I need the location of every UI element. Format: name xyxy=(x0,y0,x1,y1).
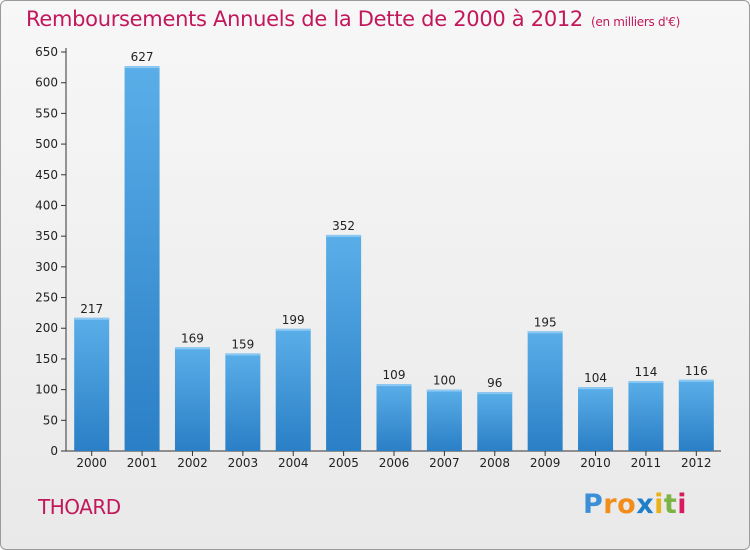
proxiti-logo: Proxiti xyxy=(583,489,687,520)
x-tick-label-2008: 2008 xyxy=(479,456,510,470)
labels: 217 627 169 159 199 352 109 100 96 195 104 114 116 xyxy=(80,50,708,390)
bar-2011 xyxy=(628,381,664,451)
y-tick-label: 450 xyxy=(35,168,58,182)
x-tick-label-2006: 2006 xyxy=(379,456,410,470)
bar-highlight xyxy=(376,384,412,387)
bar-highlight xyxy=(678,379,714,382)
y-tick-label: 500 xyxy=(35,137,58,151)
value-label-2007: 100 xyxy=(433,374,456,388)
value-label-2001: 627 xyxy=(131,50,154,64)
logo-letter: P xyxy=(583,489,604,520)
bar-2010 xyxy=(578,387,614,451)
logo-letter: o xyxy=(617,489,637,520)
value-label-2002: 169 xyxy=(181,331,204,345)
y-tick-label: 250 xyxy=(35,291,58,305)
x-tick-label-2000: 2000 xyxy=(76,456,107,470)
bar-2002 xyxy=(174,347,210,451)
y-tick-label: 350 xyxy=(35,229,58,243)
bar-2008 xyxy=(477,392,513,451)
bar-highlight xyxy=(225,353,261,356)
bar-2007 xyxy=(426,389,462,451)
value-label-2003: 159 xyxy=(231,337,254,351)
logo-letter: i xyxy=(677,489,688,520)
value-label-2011: 114 xyxy=(634,365,657,379)
axes: 0 50 100 150 200 250 300 350 400 450 500 550 600 650 2… xyxy=(35,45,721,470)
bar-2006 xyxy=(376,384,412,451)
value-label-2009: 195 xyxy=(534,315,557,329)
y-tick-label: 0 xyxy=(50,444,58,458)
bar-2004 xyxy=(275,328,311,451)
chart-title: Remboursements Annuels de la Dette de 20… xyxy=(26,7,680,31)
logo-letter: t xyxy=(663,489,678,520)
x-tick-label-2002: 2002 xyxy=(177,456,208,470)
y-tick-label: 550 xyxy=(35,106,58,120)
value-label-2005: 352 xyxy=(332,219,355,233)
place-name: THOARD xyxy=(38,495,121,519)
logo-letter: r xyxy=(603,489,618,520)
y-tick-label: 600 xyxy=(35,76,58,90)
bar-highlight xyxy=(74,317,110,320)
value-label-2004: 199 xyxy=(282,313,305,327)
bar-highlight xyxy=(124,66,160,69)
bar-2000 xyxy=(74,317,110,451)
bar-2003 xyxy=(225,353,261,451)
x-tick-label-2007: 2007 xyxy=(429,456,460,470)
bar-highlight xyxy=(326,234,362,237)
y-tick-label: 100 xyxy=(35,383,58,397)
bar-highlight xyxy=(527,331,563,334)
bars xyxy=(74,66,714,451)
y-tick-label: 300 xyxy=(35,260,58,274)
y-tick-label: 650 xyxy=(35,45,58,59)
x-tick-label-2011: 2011 xyxy=(631,456,662,470)
value-label-2010: 104 xyxy=(584,371,607,385)
y-tick-label: 150 xyxy=(35,352,58,366)
bar-2009 xyxy=(527,331,563,451)
bar-highlight xyxy=(628,381,664,384)
value-label-2008: 96 xyxy=(487,376,502,390)
logo-letter: x xyxy=(636,489,655,520)
x-tick-label-2003: 2003 xyxy=(228,456,259,470)
bar-highlight xyxy=(477,392,513,395)
x-tick-label-2009: 2009 xyxy=(530,456,561,470)
value-label-2012: 116 xyxy=(685,364,708,378)
bar-2001 xyxy=(124,66,160,451)
x-tick-label-2001: 2001 xyxy=(127,456,158,470)
y-tick-label: 50 xyxy=(43,413,58,427)
x-tick-label-2012: 2012 xyxy=(681,456,712,470)
y-tick-label: 200 xyxy=(35,321,58,335)
value-label-2000: 217 xyxy=(80,302,103,316)
y-tick-label: 400 xyxy=(35,198,58,212)
value-label-2006: 109 xyxy=(383,368,406,382)
x-tick-label-2005: 2005 xyxy=(328,456,359,470)
bar-highlight xyxy=(174,347,210,350)
logo-letter: i xyxy=(654,489,664,520)
bar-highlight xyxy=(578,387,614,390)
x-tick-label-2010: 2010 xyxy=(580,456,611,470)
bar-2012 xyxy=(678,379,714,451)
chart-title-text: Remboursements Annuels de la Dette de 20… xyxy=(26,7,583,31)
x-tick-label-2004: 2004 xyxy=(278,456,309,470)
bar-2005 xyxy=(326,234,362,451)
bar-highlight xyxy=(275,328,311,331)
chart-subtitle: (en milliers d'€) xyxy=(591,15,681,29)
bar-highlight xyxy=(426,389,462,392)
